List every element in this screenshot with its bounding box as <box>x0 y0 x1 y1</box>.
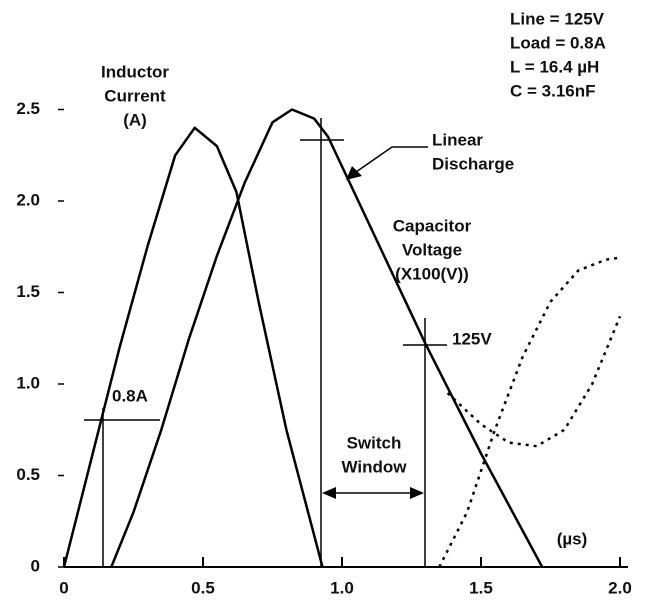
annotation: Current <box>104 86 166 105</box>
x-tick-label: 1.0 <box>330 578 354 597</box>
annotation: (X100(V)) <box>395 264 469 283</box>
x-unit: (µs) <box>557 529 588 548</box>
annotation: Discharge <box>432 154 514 173</box>
y-tick-label: 1.0 <box>16 373 40 392</box>
series-line <box>446 315 622 448</box>
arrowhead <box>410 487 424 499</box>
annotation: Linear <box>432 130 483 149</box>
annotation: C = 3.16nF <box>510 81 596 100</box>
annotation: 0.8A <box>112 386 148 405</box>
discharge-arrow <box>355 146 428 173</box>
y-tick-label: 2.5 <box>16 99 40 118</box>
arrowhead <box>346 166 362 180</box>
x-tick-label: 2.0 <box>608 578 632 597</box>
annotation: Window <box>342 457 408 476</box>
x-tick-label: 0.5 <box>191 578 215 597</box>
y-tick-label: 2.0 <box>16 190 40 209</box>
series-line <box>438 256 621 568</box>
markers <box>84 118 447 567</box>
x-tick-label: 1.5 <box>469 578 493 597</box>
series-line <box>62 126 324 568</box>
series-line <box>110 108 544 568</box>
y-tick-label: 1.5 <box>16 282 40 301</box>
arrowheads <box>322 166 424 499</box>
annotation: Capacitor <box>393 216 472 235</box>
annotation: (A) <box>123 110 147 129</box>
annotation: Voltage <box>402 240 462 259</box>
annotation: Load = 0.8A <box>510 33 606 52</box>
y-tick-label: 0 <box>31 556 40 575</box>
x-tick-label: 0 <box>59 578 68 597</box>
annotation: Switch <box>347 433 402 452</box>
annotation: Line = 125V <box>510 9 605 28</box>
annotation: Inductor <box>101 62 169 81</box>
arrowhead <box>322 487 336 499</box>
y-tick-label: 0.5 <box>16 465 40 484</box>
annotation: L = 16.4 µH <box>510 57 599 76</box>
annotation: 125V <box>452 329 492 348</box>
